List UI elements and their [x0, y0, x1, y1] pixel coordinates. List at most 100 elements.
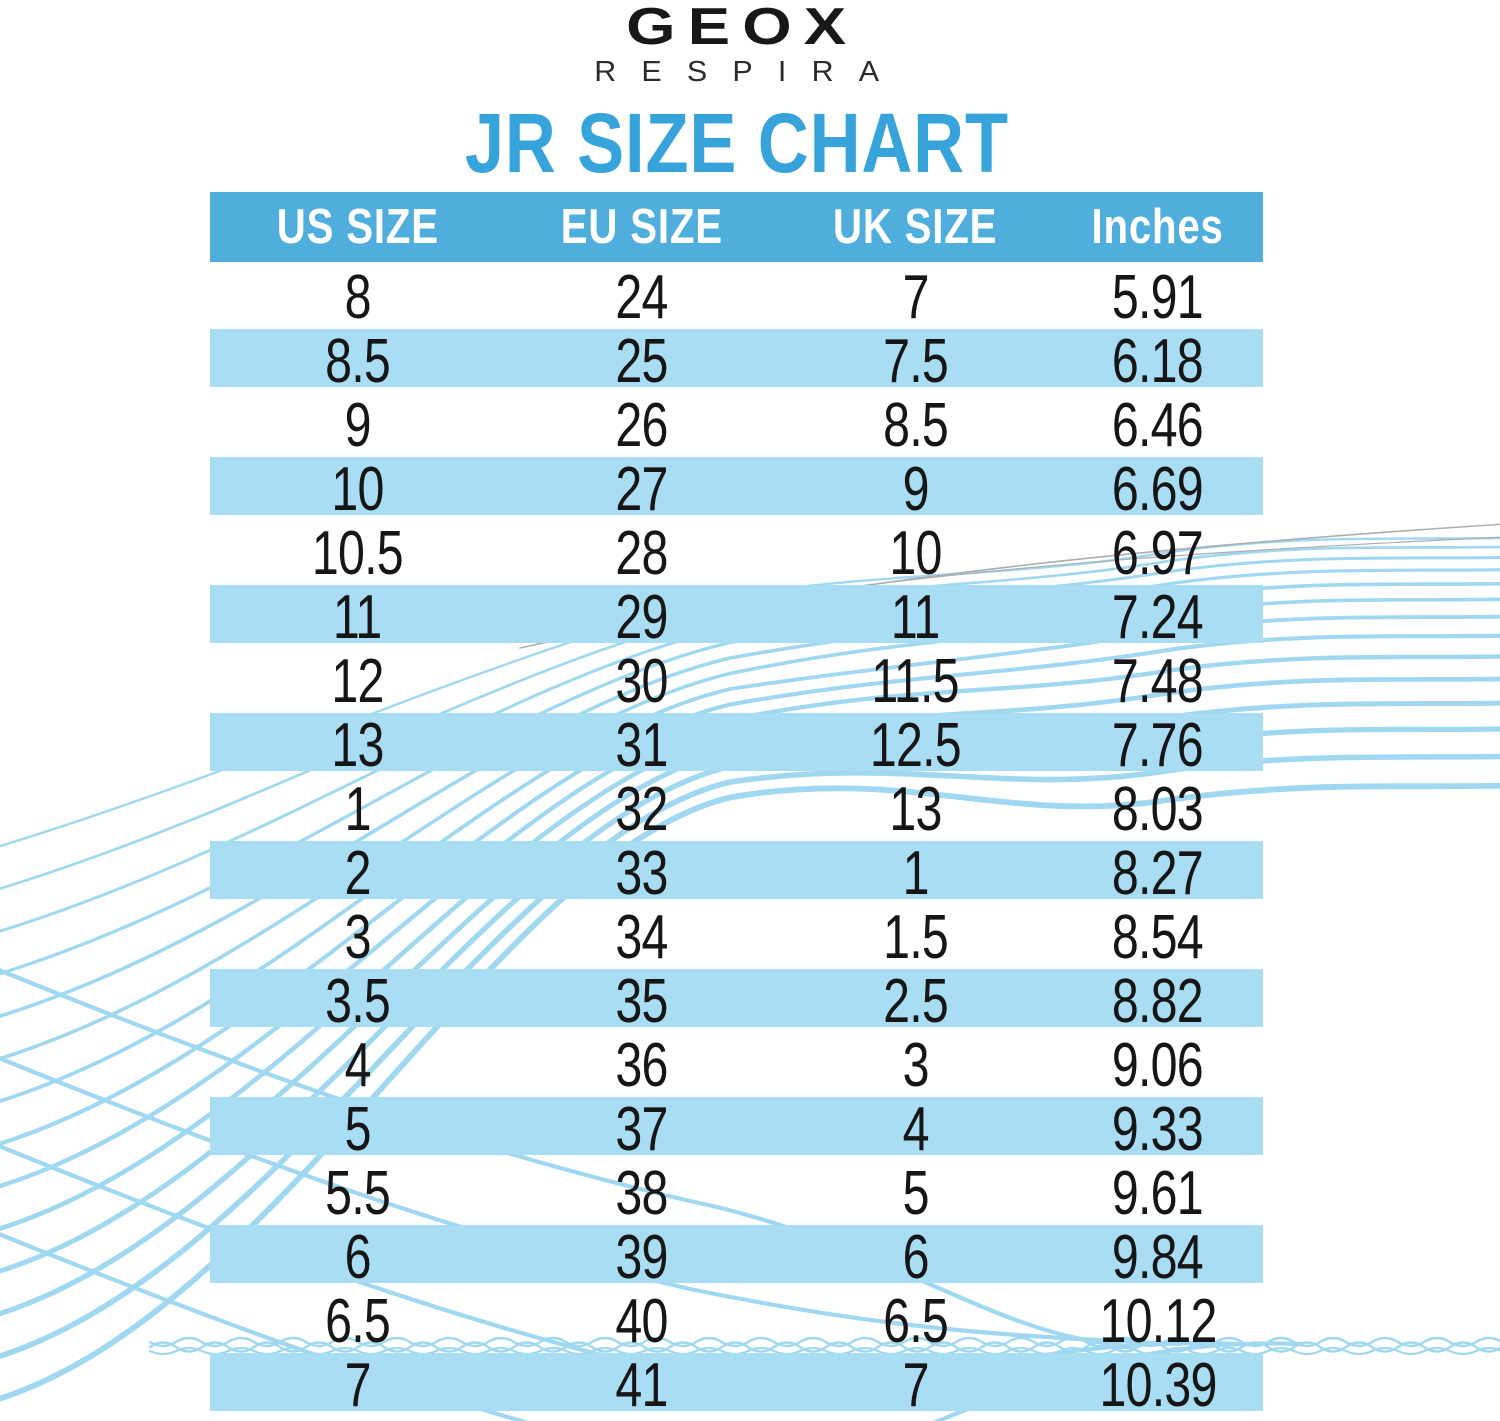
- cell-uk-size: 11: [779, 582, 1053, 653]
- cell-value: 10.39: [1099, 1351, 1217, 1420]
- cell-eu-size: 27: [505, 454, 779, 525]
- cell-value: 10: [331, 455, 384, 524]
- cell-us-size: 5: [210, 1094, 505, 1165]
- cell-uk-size: 9: [779, 454, 1053, 525]
- cell-eu-size: 39: [505, 1222, 779, 1293]
- table-row: 6 39 6 9.84: [210, 1222, 1263, 1292]
- table-row: 5.5 38 5 9.61: [210, 1158, 1263, 1228]
- cell-inches: 6.46: [1052, 390, 1263, 461]
- cell-value: 8.5: [883, 391, 949, 460]
- cell-value: 9.61: [1112, 1159, 1204, 1228]
- cell-inches: 10.12: [1052, 1286, 1263, 1357]
- cell-value: 35: [615, 967, 669, 1036]
- cell-uk-size: 5: [779, 1158, 1053, 1229]
- cell-value: 8.54: [1112, 903, 1204, 972]
- cell-uk-size: 1: [779, 838, 1053, 909]
- cell-value: 36: [615, 1031, 669, 1100]
- cell-value: 6.5: [324, 1287, 391, 1356]
- cell-value: 8: [344, 263, 371, 332]
- cell-value: 13: [889, 775, 942, 844]
- cell-uk-size: 13: [779, 774, 1053, 845]
- cell-uk-size: 1.5: [779, 902, 1053, 973]
- table-row: 3.5 35 2.5 8.82: [210, 966, 1263, 1036]
- cell-uk-size: 12.5: [779, 710, 1053, 781]
- cell-value: 10.5: [311, 519, 404, 588]
- cell-value: 8.5: [324, 327, 391, 396]
- cell-uk-size: 3: [779, 1030, 1053, 1101]
- cell-value: 1: [344, 775, 371, 844]
- cell-inches: 5.91: [1052, 262, 1263, 333]
- cell-inches: 7.24: [1052, 582, 1263, 653]
- table-row: 3 34 1.5 8.54: [210, 902, 1263, 972]
- cell-uk-size: 7.5: [779, 326, 1053, 397]
- cell-value: 1.5: [883, 903, 949, 972]
- cell-inches: 9.06: [1052, 1030, 1263, 1101]
- cell-value: 28: [615, 519, 669, 588]
- cell-value: 3: [344, 903, 371, 972]
- cell-value: 9.84: [1112, 1223, 1204, 1292]
- cell-us-size: 13: [210, 710, 505, 781]
- col-header-us-size: US SIZE: [210, 199, 505, 255]
- cell-value: 2: [344, 839, 371, 908]
- cell-eu-size: 33: [505, 838, 779, 909]
- table-row: 8 24 7 5.91: [210, 262, 1263, 332]
- cell-inches: 6.69: [1052, 454, 1263, 525]
- cell-us-size: 8.5: [210, 326, 505, 397]
- cell-value: 3.5: [324, 967, 391, 1036]
- table-row: 10.5 28 10 6.97: [210, 518, 1263, 588]
- cell-value: 7.5: [883, 327, 949, 396]
- cell-value: 6.5: [883, 1287, 949, 1356]
- cell-inches: 8.27: [1052, 838, 1263, 909]
- cell-us-size: 12: [210, 646, 505, 717]
- cell-value: 5.91: [1112, 263, 1204, 332]
- cell-inches: 9.33: [1052, 1094, 1263, 1165]
- cell-us-size: 1: [210, 774, 505, 845]
- cell-value: 11: [891, 583, 940, 652]
- col-header-eu-size: EU SIZE: [505, 199, 779, 255]
- cell-value: 40: [615, 1287, 669, 1356]
- cell-us-size: 4: [210, 1030, 505, 1101]
- cell-value: 11.5: [871, 647, 960, 716]
- cell-value: 4: [344, 1031, 371, 1100]
- col-header-label: Inches: [1091, 200, 1224, 254]
- page-title-text: JR SIZE CHART: [464, 96, 1009, 190]
- cell-value: 13: [331, 711, 384, 780]
- cell-value: 12: [331, 647, 384, 716]
- cell-us-size: 7: [210, 1350, 505, 1421]
- table-row: 10 27 9 6.69: [210, 454, 1263, 524]
- table-row: 4 36 3 9.06: [210, 1030, 1263, 1100]
- cell-us-size: 10.5: [210, 518, 505, 589]
- cell-us-size: 3: [210, 902, 505, 973]
- cell-value: 6: [902, 1223, 929, 1292]
- col-header-inches: Inches: [1052, 199, 1263, 255]
- cell-eu-size: 41: [505, 1350, 779, 1421]
- table-header-row: US SIZE EU SIZE UK SIZE Inches: [210, 192, 1263, 262]
- cell-value: 39: [615, 1223, 669, 1292]
- cell-us-size: 9: [210, 390, 505, 461]
- cell-eu-size: 28: [505, 518, 779, 589]
- cell-value: 25: [615, 327, 669, 396]
- cell-eu-size: 36: [505, 1030, 779, 1101]
- table-row: 12 30 11.5 7.48: [210, 646, 1263, 716]
- cell-inches: 6.18: [1052, 326, 1263, 397]
- cell-us-size: 10: [210, 454, 505, 525]
- cell-us-size: 6.5: [210, 1286, 505, 1357]
- col-header-uk-size: UK SIZE: [779, 199, 1053, 255]
- cell-value: 4: [902, 1095, 929, 1164]
- table-row: 2 33 1 8.27: [210, 838, 1263, 908]
- cell-value: 33: [615, 839, 669, 908]
- cell-eu-size: 26: [505, 390, 779, 461]
- cell-eu-size: 25: [505, 326, 779, 397]
- cell-value: 8.03: [1112, 775, 1204, 844]
- cell-value: 37: [615, 1095, 669, 1164]
- cell-value: 2.5: [883, 967, 949, 1036]
- cell-value: 7.48: [1112, 647, 1204, 716]
- cell-uk-size: 6.5: [779, 1286, 1053, 1357]
- cell-value: 1: [902, 839, 929, 908]
- cell-value: 30: [615, 647, 669, 716]
- cell-value: 12.5: [869, 711, 962, 780]
- brand-tagline: RESPIRA: [210, 58, 1263, 87]
- cell-inches: 9.61: [1052, 1158, 1263, 1229]
- cell-eu-size: 40: [505, 1286, 779, 1357]
